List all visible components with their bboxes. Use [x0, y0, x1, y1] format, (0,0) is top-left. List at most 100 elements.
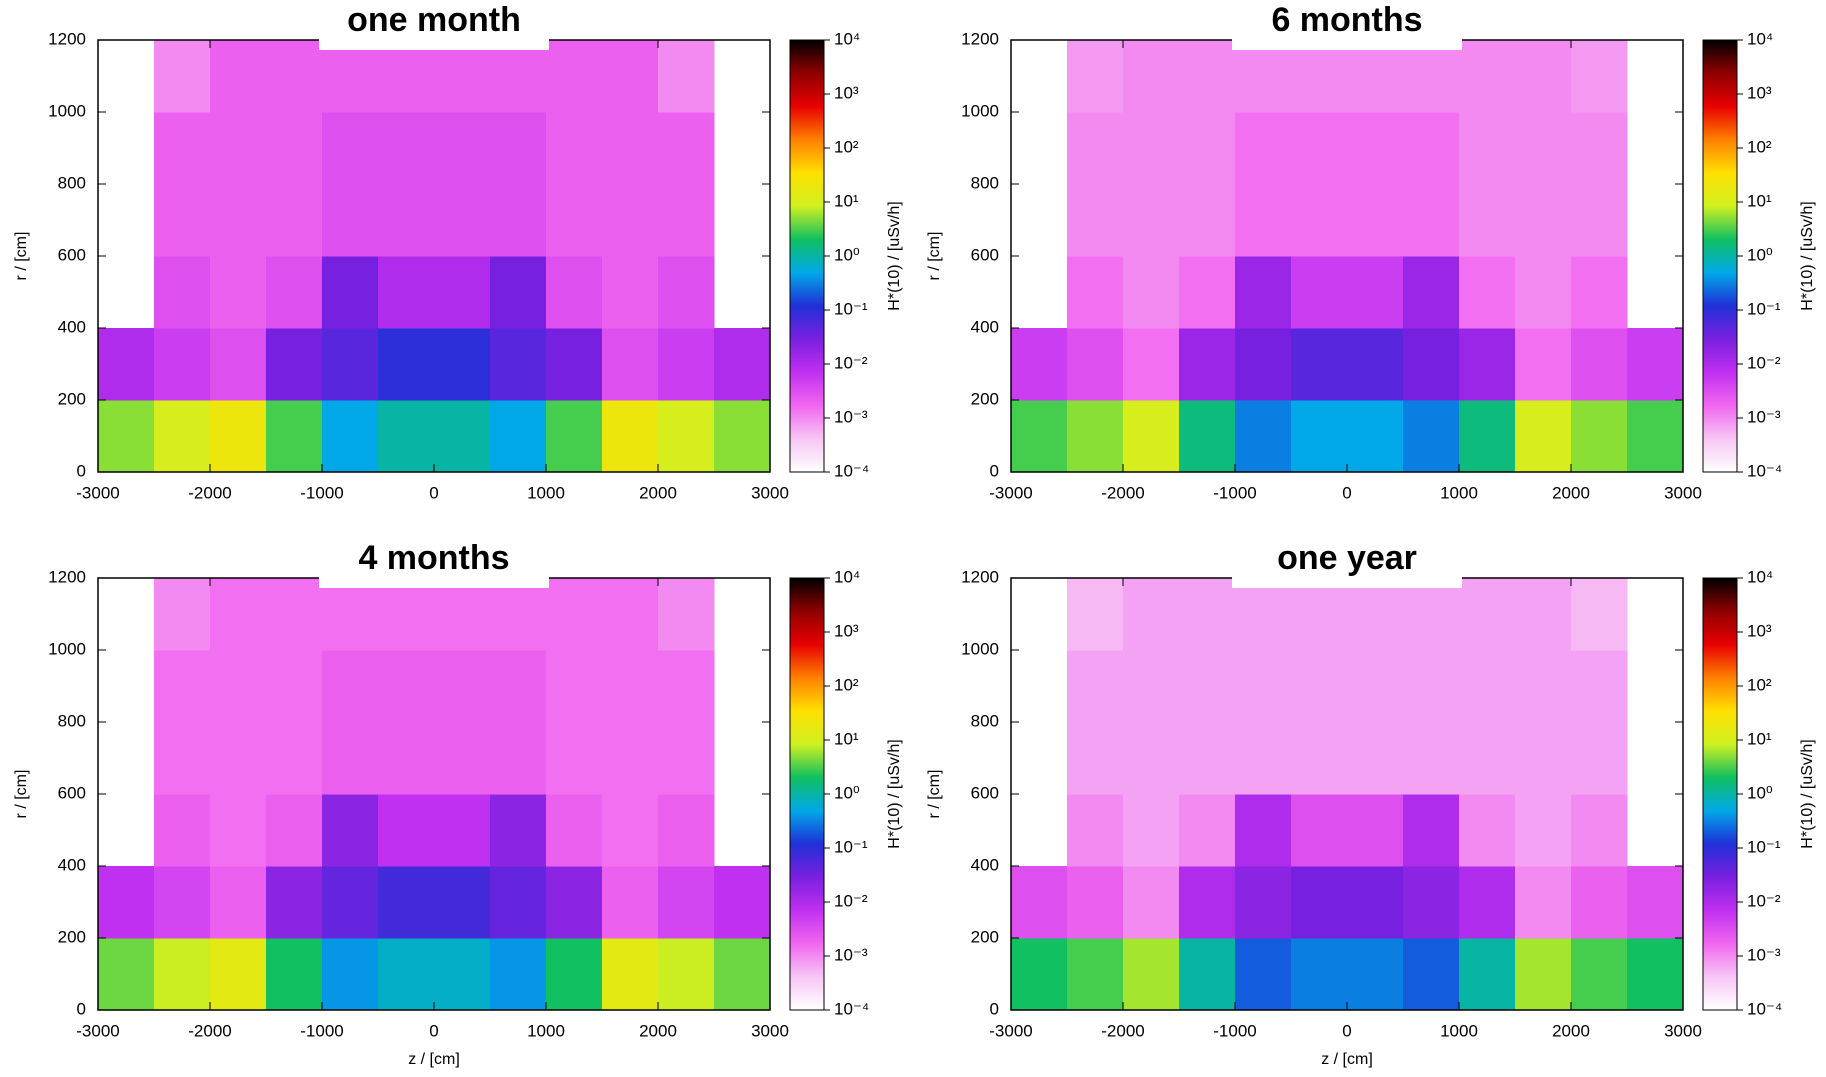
chart-title: 6 months: [1271, 1, 1422, 39]
colorbar-tick-label: 10³: [834, 83, 859, 102]
heat-cell: [1403, 938, 1460, 1011]
heat-cell: [1123, 40, 1180, 113]
heat-cell: [602, 650, 659, 723]
y-tick-label: 1000: [961, 101, 999, 120]
heat-cell: [1571, 578, 1628, 651]
heat-cell: [1291, 794, 1348, 867]
heat-cell: [546, 400, 603, 473]
heat-cell: [322, 794, 379, 867]
colorbar-tick-label: 10¹: [1747, 191, 1772, 210]
heat-cell: [1459, 256, 1516, 329]
y-tick-label: 400: [58, 317, 86, 336]
heat-cell: [1459, 578, 1516, 651]
colorbar-tick-label: 10⁻²: [834, 353, 868, 372]
heat-cell: [1515, 722, 1572, 795]
y-tick-label: 1200: [961, 567, 999, 586]
heat-cell: [658, 578, 715, 651]
heat-cell: [714, 866, 771, 939]
heat-cell: [1011, 866, 1068, 939]
colorbar-tick-label: 10⁰: [1747, 783, 1773, 802]
x-axis-label: z / [cm]: [408, 1051, 460, 1068]
heat-cell: [1459, 866, 1516, 939]
heat-cell: [1347, 400, 1404, 473]
heat-cell: [1291, 112, 1348, 185]
colorbar-tick-label: 10⁻³: [1747, 945, 1781, 964]
heat-cell: [154, 938, 211, 1011]
heat-cell: [546, 328, 603, 401]
x-tick-label: -1000: [1213, 1021, 1256, 1040]
heat-cell: [546, 794, 603, 867]
heat-cell: [714, 400, 771, 473]
heat-cell: [1235, 938, 1292, 1011]
heat-cell: [1067, 794, 1124, 867]
heat-cell: [322, 578, 379, 651]
heat-cell: [714, 328, 771, 401]
heat-cell: [602, 400, 659, 473]
heat-cell: [490, 256, 547, 329]
heat-cell: [154, 578, 211, 651]
heat-cell: [322, 256, 379, 329]
heat-cell: [602, 256, 659, 329]
heat-cell: [1179, 40, 1236, 113]
heat-cell: [602, 112, 659, 185]
heat-cell: [322, 184, 379, 257]
colorbar-tick-label: 10⁻³: [1747, 407, 1781, 426]
heat-cell: [434, 400, 491, 473]
y-tick-label: 600: [971, 245, 999, 264]
heat-cell: [210, 328, 267, 401]
heat-cell: [1403, 40, 1460, 113]
x-tick-label: 0: [1342, 1021, 1351, 1040]
heat-cell: [1067, 400, 1124, 473]
x-tick-label: 1000: [1440, 483, 1478, 502]
heat-cell: [1627, 938, 1684, 1011]
heat-cell: [210, 794, 267, 867]
colorbar-tick-label: 10⁴: [834, 29, 860, 48]
y-tick-label: 1200: [961, 29, 999, 48]
heat-cell: [378, 722, 435, 795]
heat-cell: [1123, 794, 1180, 867]
heat-cell: [1515, 400, 1572, 473]
heat-cell: [1571, 722, 1628, 795]
heat-cell: [1515, 866, 1572, 939]
chart-title: one month: [347, 1, 521, 39]
colorbar-tick-label: 10⁻¹: [1747, 837, 1781, 856]
heat-cell: [378, 112, 435, 185]
heat-cell: [658, 938, 715, 1011]
y-tick-label: 1000: [48, 101, 86, 120]
heat-cell: [1403, 184, 1460, 257]
colorbar-tick-label: 10⁴: [834, 567, 860, 586]
colorbar-tick-label: 10⁻⁴: [834, 999, 869, 1018]
heat-cell: [266, 256, 323, 329]
heat-cell: [1347, 938, 1404, 1011]
heat-cell: [1235, 400, 1292, 473]
colorbar-label: H*(10) / [uSv/h]: [1799, 739, 1816, 848]
colorbar-tick-label: 10⁴: [1747, 29, 1773, 48]
y-tick-label: 800: [971, 173, 999, 192]
heat-cell: [602, 794, 659, 867]
heat-cell: [434, 184, 491, 257]
colorbar-tick-label: 10²: [834, 137, 859, 156]
heat-cell: [1515, 256, 1572, 329]
y-tick-label: 200: [58, 389, 86, 408]
heat-cell: [1459, 794, 1516, 867]
heat-cell: [1403, 722, 1460, 795]
heat-cell: [1123, 650, 1180, 723]
heat-cell: [378, 650, 435, 723]
heat-cell: [1291, 400, 1348, 473]
heat-cell: [602, 40, 659, 113]
heat-cell: [546, 938, 603, 1011]
panel: -3000 -2000 -1000 0 1000 2000 3000 0 200 400 600 80…: [926, 539, 1816, 1068]
heat-cell: [1403, 328, 1460, 401]
colorbar-label: H*(10) / [uSv/h]: [886, 201, 903, 310]
heat-cell: [658, 184, 715, 257]
heat-cell: [1179, 794, 1236, 867]
heat-cell: [1235, 578, 1292, 651]
colorbar-tick-label: 10⁻¹: [834, 299, 868, 318]
chart-title: one year: [1277, 539, 1417, 577]
heat-cell: [1179, 866, 1236, 939]
heat-cell: [1011, 400, 1068, 473]
heat-cell: [154, 400, 211, 473]
heat-cell: [1067, 328, 1124, 401]
colorbar-tick-label: 10²: [1747, 137, 1772, 156]
colorbar: [789, 39, 825, 473]
